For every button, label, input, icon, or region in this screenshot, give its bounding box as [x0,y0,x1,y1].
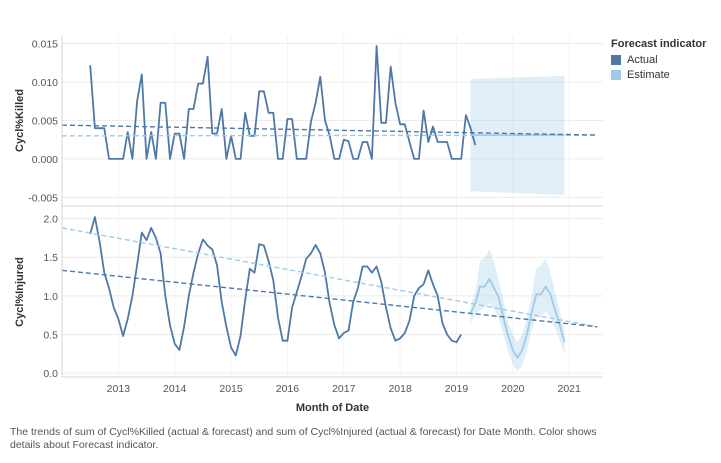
trend-line-estimate [61,134,598,137]
chart-caption: The trends of sum of Cycl%Killed (actual… [10,426,597,451]
legend-title: Forecast indicator [611,38,707,50]
legend-item-actual[interactable]: Actual [611,52,706,67]
legend-item-estimate[interactable]: Estimate [611,67,706,82]
y-tick-label: 0.005 [32,116,58,128]
series-line-actual [89,216,462,357]
legend-swatch-estimate [611,69,621,80]
forecast-band [470,249,565,372]
trend-line-actual [61,124,598,136]
series-line-actual [89,45,477,160]
y-tick-label: -0.005 [28,192,58,204]
x-tick-label: 2015 [219,383,243,395]
x-tick-label: 2014 [163,383,187,395]
trend-line-estimate [61,227,598,328]
x-axis-title: Month of Date [296,402,369,414]
x-tick-label: 2017 [332,383,356,395]
x-tick-label: 2013 [107,383,131,395]
legend-label-actual: Actual [627,53,658,66]
x-tick-label: 2016 [276,383,300,395]
legend: Forecast indicator Actual Estimate [611,38,706,82]
legend-label-estimate: Estimate [627,68,670,81]
legend-swatch-actual [611,54,621,65]
y-tick-label: 0.000 [32,154,58,166]
y-tick-label: 0.5 [43,330,58,342]
x-tick-label: 2019 [445,383,469,395]
y-tick-label: 0.010 [32,77,58,89]
y-tick-label: 0.0 [43,368,58,380]
series-line-estimate [469,277,566,359]
y-axis-title: Cycl%Injured [14,257,26,327]
y-tick-label: 1.0 [43,291,58,303]
x-tick-label: 2018 [388,383,412,395]
y-tick-label: 0.015 [32,39,58,51]
y-tick-label: 1.5 [43,252,58,264]
x-tick-label: 2021 [558,383,582,395]
x-tick-label: 2020 [501,383,525,395]
y-axis-title: Cycl%Killed [14,89,26,152]
trend-line-actual [61,269,598,328]
y-tick-label: 2.0 [43,214,58,226]
